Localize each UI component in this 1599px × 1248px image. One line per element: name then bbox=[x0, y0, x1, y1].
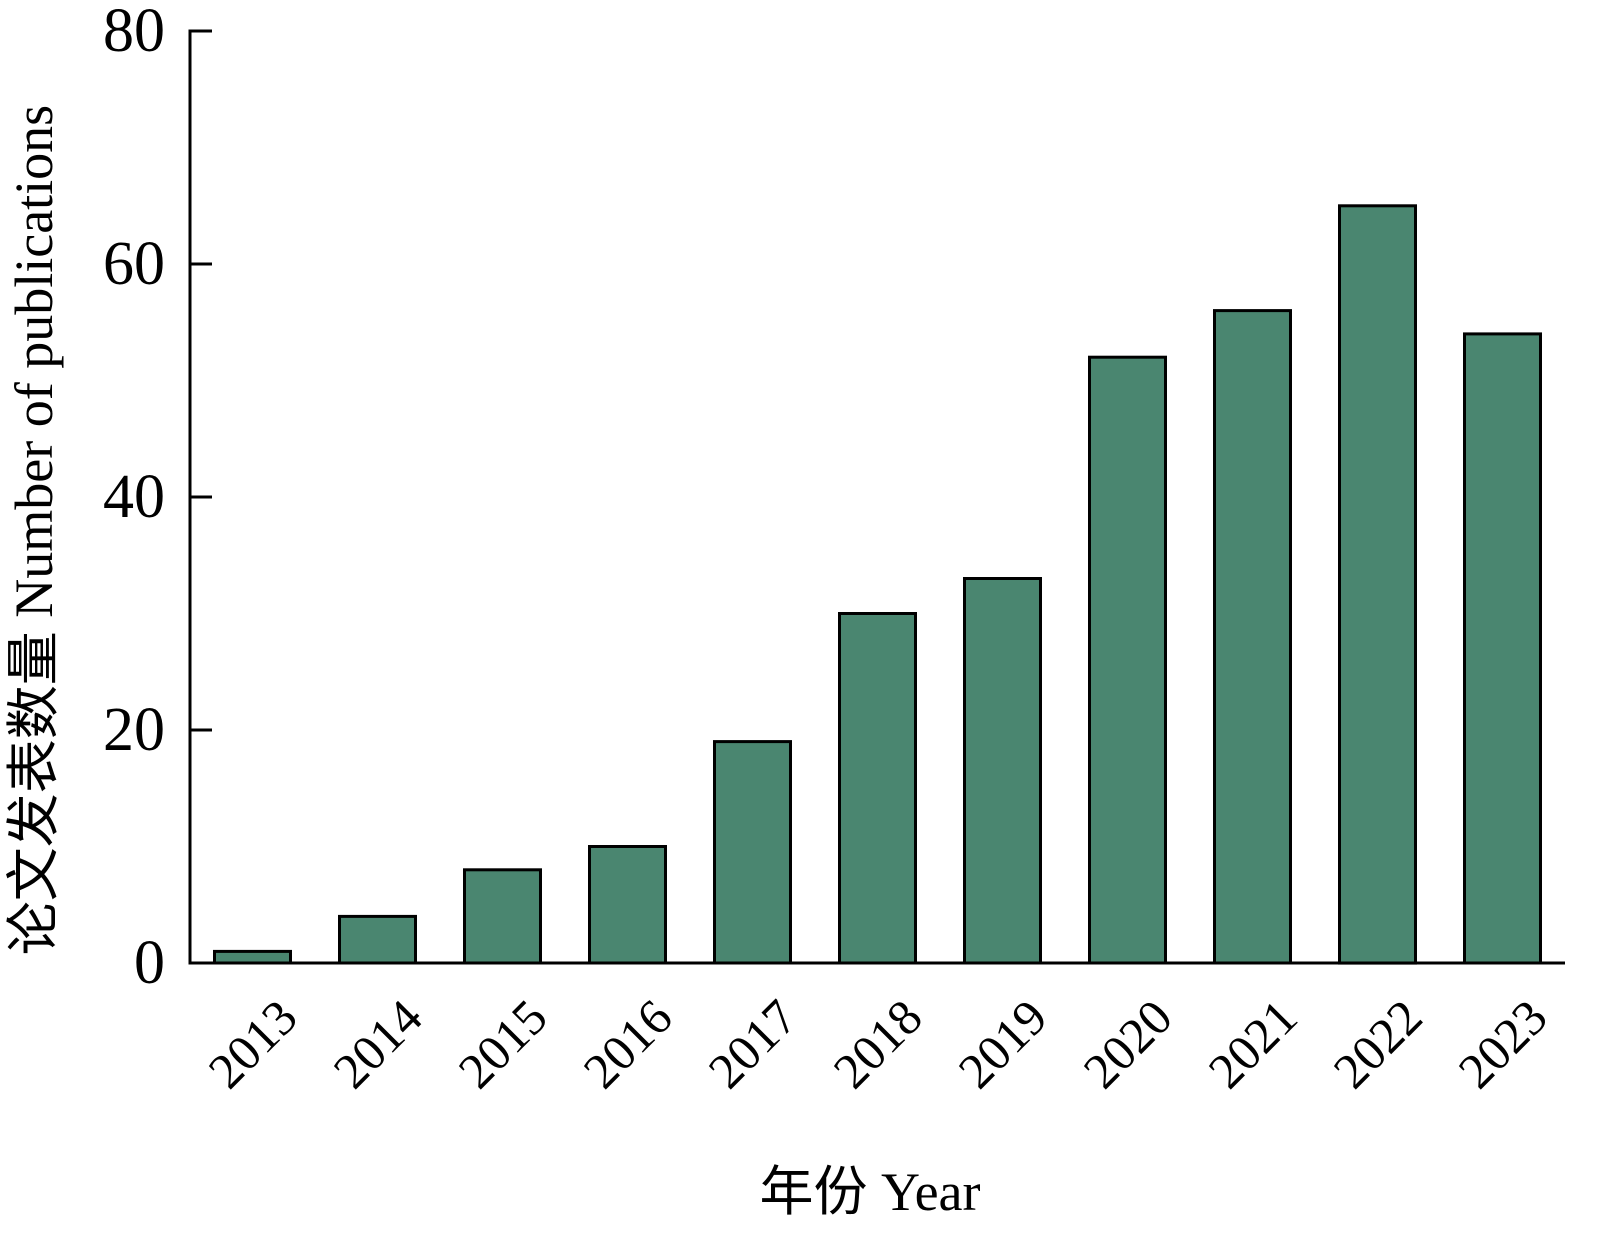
x-tick-label-2013: 2013 bbox=[197, 989, 307, 1099]
y-tick-label-80: 80 bbox=[103, 0, 165, 65]
y-axis-label: 论文发表数量 Number of publications bbox=[4, 105, 64, 955]
x-tick-label-2023: 2023 bbox=[1447, 989, 1557, 1099]
bar-2015 bbox=[463, 868, 542, 965]
x-tick-label-2022: 2022 bbox=[1322, 989, 1432, 1099]
x-tick-label-2016: 2016 bbox=[572, 989, 682, 1099]
bar-2013 bbox=[213, 949, 292, 965]
bar-2022 bbox=[1338, 204, 1417, 965]
y-tick-label-40: 40 bbox=[103, 463, 165, 531]
x-tick-label-2019: 2019 bbox=[947, 989, 1057, 1099]
y-tick-label-20: 20 bbox=[103, 696, 165, 764]
x-tick-label-2017: 2017 bbox=[697, 989, 807, 1099]
x-tick-label-2020: 2020 bbox=[1072, 989, 1182, 1099]
x-tick-label-2014: 2014 bbox=[322, 989, 432, 1099]
y-tick-label-60: 60 bbox=[103, 230, 165, 298]
plot-area bbox=[213, 204, 1542, 965]
y-tick-label-0: 0 bbox=[134, 929, 165, 997]
x-tick-label-2018: 2018 bbox=[822, 989, 932, 1099]
bar-2016 bbox=[588, 845, 667, 965]
x-tick-label-2021: 2021 bbox=[1197, 989, 1307, 1099]
x-tick-label-2015: 2015 bbox=[447, 989, 557, 1099]
bar-2014 bbox=[338, 914, 417, 965]
bar-2018 bbox=[838, 612, 917, 965]
bar-2023 bbox=[1463, 332, 1542, 965]
x-axis-label: 年份 Year bbox=[759, 1162, 980, 1222]
bar-2020 bbox=[1088, 355, 1167, 965]
bar-2019 bbox=[963, 577, 1042, 965]
bar-2021 bbox=[1213, 309, 1292, 965]
bar-2017 bbox=[713, 740, 792, 965]
